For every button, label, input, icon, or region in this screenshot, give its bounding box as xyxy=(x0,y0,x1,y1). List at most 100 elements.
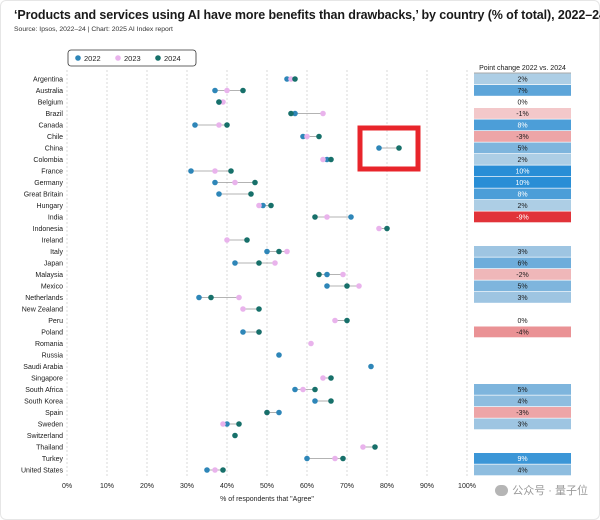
dot-2023-italy xyxy=(284,248,290,255)
change-value-france: 10% xyxy=(515,169,529,176)
country-label-indonesia: Indonesia xyxy=(33,226,63,233)
dot-2024-united-states xyxy=(220,467,226,473)
change-cell-sweden xyxy=(474,418,571,430)
change-value-south-korea: 4% xyxy=(517,399,527,406)
change-value-italy: 3% xyxy=(517,249,527,256)
dot-2023-japan xyxy=(272,260,278,266)
dot-2024-turkey xyxy=(340,455,346,462)
dot-2023-argentina xyxy=(288,76,294,82)
country-label-south-africa: South Africa xyxy=(25,387,63,394)
dot-2024-netherlands xyxy=(208,294,214,301)
gridlines xyxy=(66,70,468,477)
dot-2023-australia xyxy=(224,87,230,94)
country-label-saudi-arabia: Saudi Arabia xyxy=(23,364,63,371)
country-label-argentina: Argentina xyxy=(33,77,63,84)
country-label-colombia: Colombia xyxy=(33,157,63,164)
x-tick-label: 30% xyxy=(180,483,194,490)
dot-2023-turkey xyxy=(332,455,338,462)
change-value-netherlands: 3% xyxy=(517,295,527,302)
dot-2024-canada xyxy=(224,122,230,128)
dot-2024-france xyxy=(228,168,234,174)
change-value-turkey: 9% xyxy=(517,456,527,463)
dot-2023-france xyxy=(212,168,218,174)
country-label-singapore: Singapore xyxy=(31,376,63,383)
dot-2022-south-korea xyxy=(312,398,318,404)
dot-2024-malaysia xyxy=(316,271,322,278)
dot-2024-japan xyxy=(256,260,262,266)
dot-2024-brazil xyxy=(288,110,294,117)
country-label-sweden: Sweden xyxy=(38,422,63,429)
country-label-thailand: Thailand xyxy=(36,445,63,452)
watermark-text: 公众号 · 量子位 xyxy=(512,485,588,497)
dot-2023-south-africa xyxy=(300,386,306,393)
dot-2022-france xyxy=(188,168,194,174)
dot-2023-india xyxy=(324,214,330,220)
dot-2024-south-africa xyxy=(312,386,318,393)
country-label-germany: Germany xyxy=(34,180,63,187)
legend: 2022 2023 2024 xyxy=(67,49,197,67)
dot-2024-spain xyxy=(264,409,270,416)
dot-2024-mexico xyxy=(344,283,350,289)
x-tick-label: 60% xyxy=(300,483,314,490)
dot-2024-peru xyxy=(344,317,350,324)
dot-2022-sweden xyxy=(224,421,230,427)
dot-2023-ireland xyxy=(224,237,230,243)
legend-box xyxy=(67,49,197,67)
country-label-netherlands: Netherlands xyxy=(25,295,63,302)
x-tick-label: 50% xyxy=(260,483,274,490)
change-value-canada: 8% xyxy=(517,123,527,130)
dot-2023-germany xyxy=(232,179,238,186)
highlight-annotation xyxy=(357,125,421,172)
change-value-great-britain: 8% xyxy=(517,192,527,199)
dot-2023-united-states xyxy=(212,467,218,473)
x-tick-label: 80% xyxy=(380,483,394,490)
dot-2024-singapore xyxy=(328,375,334,381)
change-value-hungary: 2% xyxy=(517,203,527,210)
country-label-spain: Spain xyxy=(45,410,63,417)
change-cell-canada xyxy=(474,119,571,131)
change-cell-germany xyxy=(474,177,571,188)
dot-2024-indonesia xyxy=(384,225,390,232)
country-label-belgium: Belgium xyxy=(38,100,63,107)
change-value-brazil: -1% xyxy=(516,111,528,118)
change-cell-mexico xyxy=(474,280,571,292)
dot-2022-chile xyxy=(300,133,306,140)
legend-label-2023: 2023 xyxy=(124,54,141,63)
change-value-poland: -4% xyxy=(516,330,528,337)
dot-2022-japan xyxy=(232,260,238,266)
change-cell-united-states xyxy=(474,464,571,476)
country-label-poland: Poland xyxy=(41,330,63,337)
dot-2022-germany xyxy=(212,179,218,186)
country-label-india: India xyxy=(48,215,63,222)
x-tick-label: 20% xyxy=(140,483,154,490)
country-label-great-britain: Great Britain xyxy=(24,192,63,199)
change-cell-japan xyxy=(474,257,571,269)
country-label-canada: Canada xyxy=(38,123,63,130)
watermark: 公众号 · 量子位 xyxy=(495,482,588,498)
chart-source: Source: Ipsos, 2022–24 | Chart: 2025 AI … xyxy=(14,26,173,33)
country-label-united-states: United States xyxy=(21,468,64,475)
dot-2022-australia xyxy=(212,87,218,94)
change-value-china: 5% xyxy=(517,146,527,153)
dot-2024-south-korea xyxy=(328,398,334,404)
dot-2022-russia xyxy=(276,352,282,358)
dot-2024-italy xyxy=(276,248,282,255)
change-cell-netherlands xyxy=(474,292,571,303)
change-cell-peru xyxy=(474,315,571,326)
country-label-mexico: Mexico xyxy=(41,284,63,291)
country-label-france: France xyxy=(41,169,63,176)
dot-2023-sweden xyxy=(220,421,226,427)
dot-2022-malaysia xyxy=(324,271,330,278)
change-cell-great-britain xyxy=(474,188,571,200)
chart-title: ‘Products and services using AI have mor… xyxy=(14,8,600,22)
legend-marker-2024 xyxy=(155,55,161,61)
dot-2022-india xyxy=(348,214,354,220)
data-points xyxy=(188,76,402,473)
change-value-chile: -3% xyxy=(516,134,528,141)
change-cell-south-korea xyxy=(474,395,571,407)
connector-lines xyxy=(191,78,399,471)
x-tick-label: 90% xyxy=(420,483,434,490)
legend-marker-2023 xyxy=(115,55,121,61)
dot-2022-netherlands xyxy=(196,294,202,301)
highlight-box xyxy=(357,125,421,172)
